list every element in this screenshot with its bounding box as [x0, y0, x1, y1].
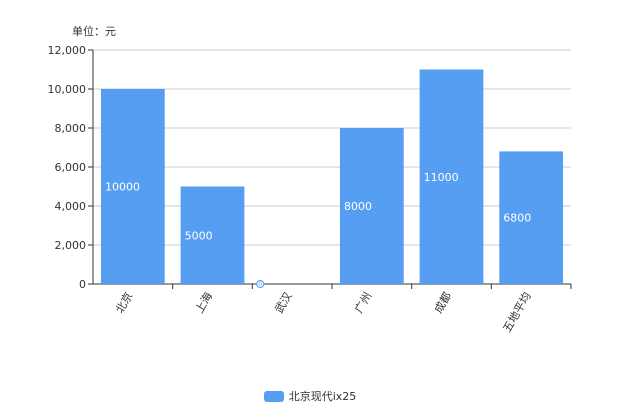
- legend-label: 北京现代ix25: [288, 390, 357, 403]
- y-tick-label: 6,000: [55, 161, 87, 174]
- data-label: 6800: [503, 212, 531, 225]
- data-label: 5000: [185, 229, 213, 242]
- y-tick-label: 10,000: [48, 83, 87, 96]
- zero-value-marker: [256, 280, 265, 288]
- data-label: 0: [258, 281, 262, 288]
- data-label: 11000: [424, 171, 459, 184]
- y-axis-ticks: 0 2,000 4,000 6,000 8,000 10,000 12,000: [48, 44, 87, 291]
- data-label: 8000: [344, 200, 372, 213]
- x-tick-label: 北京: [112, 290, 135, 316]
- data-label: 10000: [105, 181, 140, 194]
- x-tick-label: 上海: [192, 290, 215, 316]
- bar: [419, 69, 484, 284]
- x-tick-label: 武汉: [273, 290, 295, 316]
- bars: [100, 69, 564, 284]
- bar: [499, 151, 564, 284]
- legend[interactable]: 北京现代ix25: [0, 388, 620, 404]
- unit-label: 单位：元: [72, 25, 116, 38]
- x-tick-label: 五地平均: [501, 290, 534, 335]
- y-tick-label: 8,000: [55, 122, 87, 135]
- data-labels: 10000 5000 0 8000 11000 6800: [105, 171, 531, 288]
- x-axis-ticks: 北京 上海 武汉 广州 成都 五地平均: [112, 284, 572, 335]
- y-tick-label: 0: [79, 278, 86, 291]
- bar: [180, 186, 245, 284]
- bar: [100, 89, 165, 284]
- legend-swatch: [263, 390, 284, 402]
- y-tick-label: 12,000: [48, 44, 87, 57]
- x-tick-label: 成都: [432, 290, 454, 316]
- x-tick-label: 广州: [352, 290, 374, 316]
- y-tick-label: 4,000: [55, 200, 87, 213]
- y-tick-label: 2,000: [55, 239, 87, 252]
- bar: [339, 128, 404, 284]
